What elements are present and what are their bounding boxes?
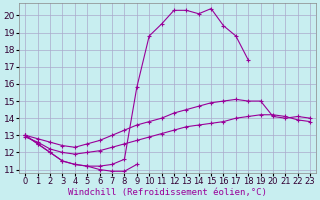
- X-axis label: Windchill (Refroidissement éolien,°C): Windchill (Refroidissement éolien,°C): [68, 188, 267, 197]
